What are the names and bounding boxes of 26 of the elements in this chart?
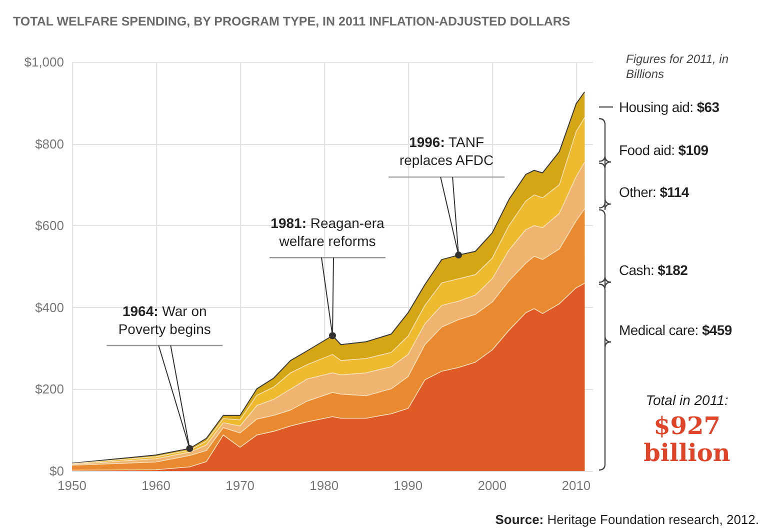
x-tick-label: 1950 [58, 478, 86, 493]
annotation: Other: $114 [619, 183, 690, 202]
text: Figures for 2011, in Billions [626, 52, 730, 82]
y-tick-label: $1,000 [24, 54, 64, 70]
annotation: 1981: Reagan-era welfare reforms [270, 214, 386, 250]
annotation: 1964: War on Poverty begins [117, 302, 212, 338]
y-tick-label: $200 [35, 382, 64, 397]
annotation: Cash: $182 [619, 261, 689, 280]
annotation: Medical care: $459 [619, 320, 733, 339]
chart-title: TOTAL WELFARE SPENDING, BY PROGRAM TYPE, IN 2011 INFLATION-ADJUSTED DOLLARS [13, 14, 570, 28]
x-tick-label: 1980 [310, 478, 339, 493]
x-tick-label: 1990 [394, 478, 423, 493]
x-tick-label: 1960 [142, 478, 170, 493]
text: Total in 2011: [644, 392, 730, 408]
y-tick-label: $800 [35, 136, 64, 152]
y-tick-label: $400 [35, 300, 64, 315]
source-note: Source: Heritage Foundation research, 2012. [495, 512, 759, 527]
y-tick-label: $600 [35, 218, 64, 234]
x-tick-label: 1970 [226, 478, 255, 493]
x-tick-label: 2010 [562, 478, 591, 493]
annotation: 1996: TANF replaces AFDC [398, 133, 495, 170]
x-tick-label: 2000 [478, 478, 507, 493]
y-tick-label: $0 [50, 464, 64, 478]
annotation: Food aid: $109 [619, 140, 710, 159]
text: $927 billion [642, 411, 732, 467]
annotation: Housing aid: $63 [619, 98, 720, 116]
